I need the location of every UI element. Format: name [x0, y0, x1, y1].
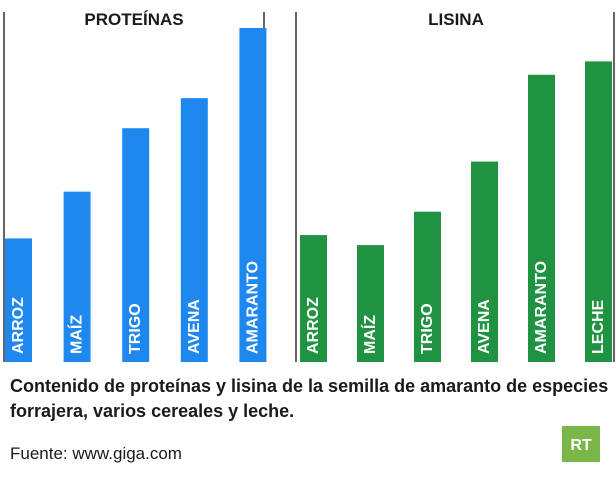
bar-label-0-3: AVENA — [186, 299, 203, 354]
bar-1-4 — [528, 74, 555, 362]
bar-0-3 — [180, 98, 208, 362]
bar-label-1-3: AVENA — [476, 299, 493, 354]
bar-label-0-0: ARROZ — [10, 297, 27, 354]
source-text: Fuente: www.giga.com — [10, 444, 182, 463]
chart-title-0: PROTEÍNAS — [84, 10, 183, 29]
bar-0-2 — [122, 128, 150, 362]
bar-1-5 — [585, 61, 612, 363]
bar-0-4 — [239, 28, 267, 362]
bar-label-1-5: LECHE — [590, 299, 607, 354]
bar-label-1-2: TRIGO — [419, 303, 436, 354]
bar-label-0-2: TRIGO — [127, 303, 144, 354]
chart-caption: Contenido de proteínas y lisina de la se… — [10, 376, 609, 421]
bar-label-0-4: AMARANTO — [244, 261, 261, 354]
bar-label-0-1: MAÍZ — [67, 315, 86, 354]
bar-1-3 — [471, 161, 498, 362]
bar-label-1-4: AMARANTO — [533, 261, 550, 354]
bar-1-2 — [414, 211, 441, 362]
bar-label-1-0: ARROZ — [305, 297, 322, 354]
bar-1-0 — [300, 235, 327, 362]
rt-logo: RT — [562, 426, 600, 462]
bar-1-1 — [357, 245, 384, 362]
bar-0-1 — [63, 191, 91, 362]
bar-charts: PROTEÍNAS ARROZ MAÍZ TRIGO AVENA AMARANTO LISI… — [3, 10, 615, 363]
rt-logo-text: RT — [570, 437, 592, 454]
bar-0-0 — [5, 238, 32, 362]
bar-label-1-1: MAÍZ — [360, 315, 379, 354]
chart-title-1: LISINA — [428, 10, 484, 29]
